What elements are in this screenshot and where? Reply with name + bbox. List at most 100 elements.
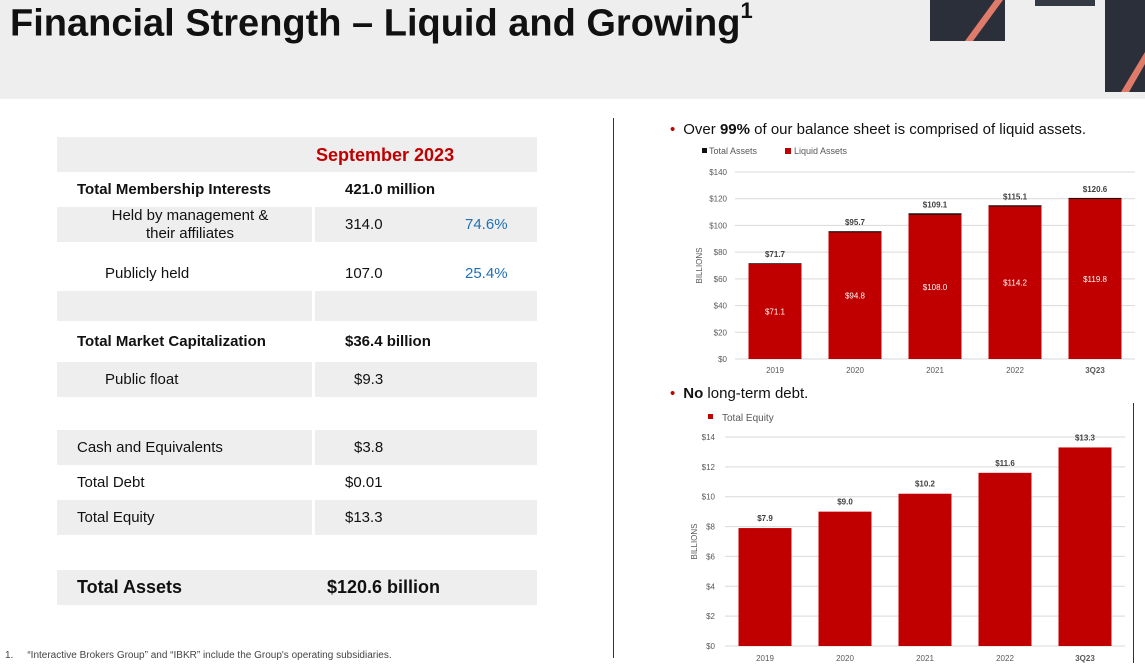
x-tick-label: 2021: [926, 366, 944, 375]
row-value: $36.4 billion: [345, 333, 431, 350]
y-tick-label: $8: [706, 523, 715, 532]
row-value: 421.0 million: [345, 181, 436, 198]
bar-total-equity: [898, 493, 952, 646]
legend-swatch-total-equity: [708, 414, 713, 419]
x-tick-label: 2020: [846, 366, 864, 375]
row-percent: 25.4%: [465, 265, 508, 282]
y-tick-label: $6: [706, 552, 715, 561]
y-tick-label: $80: [714, 248, 728, 257]
x-tick-label: 3Q23: [1085, 366, 1105, 375]
table-header: September 2023: [57, 137, 537, 172]
y-tick-label: $120: [709, 195, 727, 204]
row-value: $120.6 billion: [327, 577, 441, 597]
bar-liquid-assets: [1068, 198, 1122, 359]
table-spacer-row: [57, 291, 537, 321]
table-row: Public float $9.3: [57, 362, 537, 397]
data-label-liquid-assets: $114.2: [1003, 279, 1027, 288]
bar-total-equity: [818, 511, 872, 646]
data-label-total-assets: $71.7: [765, 250, 786, 259]
table-row: Held by management & their affiliates 31…: [57, 207, 537, 242]
y-tick-label: $40: [714, 302, 728, 311]
data-label-total-assets: $120.6: [1083, 185, 1108, 194]
legend-swatch-total-assets: [702, 148, 707, 153]
row-label: Total Debt: [77, 474, 145, 491]
legend-label-total-equity: Total Equity: [722, 413, 774, 424]
bar-total-equity: [738, 528, 792, 646]
y-axis-label: BILLIONS: [690, 523, 699, 559]
y-tick-label: $140: [709, 168, 727, 177]
row-label: Held by management & their affiliates: [105, 207, 315, 242]
bar-liquid-assets: [988, 206, 1042, 359]
row-label: Public float: [105, 371, 179, 388]
footnote: 1. “Interactive Brokers Group” and “IBKR”…: [5, 650, 392, 661]
table-header-date: September 2023: [316, 145, 455, 165]
row-value: $13.3: [345, 509, 383, 526]
legend-label-total-assets: Total Assets: [709, 146, 758, 156]
bullet-no-debt: • No long-term debt.: [670, 385, 809, 402]
y-tick-label: $0: [706, 642, 715, 651]
y-axis-label: BILLIONS: [695, 247, 704, 283]
legend-label-liquid-assets: Liquid Assets: [794, 146, 848, 156]
data-label-total-equity: $13.3: [1075, 433, 1096, 442]
held-label: Held by management & their affiliates: [111, 206, 269, 242]
y-tick-label: $2: [706, 612, 715, 621]
x-tick-label: 2021: [916, 654, 934, 663]
data-label-total-equity: $10.2: [915, 480, 936, 489]
bullet-dot-icon: •: [670, 385, 676, 402]
table-row: Total Debt $0.01: [57, 465, 537, 500]
row-value: 107.0: [345, 265, 383, 282]
bar-liquid-assets: [908, 214, 962, 359]
table-row: Total Membership Interests 421.0 million: [57, 172, 537, 207]
x-tick-label: 2022: [996, 654, 1014, 663]
y-tick-label: $20: [714, 328, 728, 337]
data-label-liquid-assets: $119.8: [1083, 275, 1107, 284]
decorative-graphic: [930, 0, 1145, 92]
row-label: Total Assets: [77, 577, 183, 597]
x-tick-label: 2020: [836, 654, 854, 663]
data-label-total-equity: $7.9: [757, 514, 773, 523]
row-value: $9.3: [354, 371, 384, 388]
table-row-total-assets: Total Assets $120.6 billion: [57, 570, 537, 605]
table-row: Cash and Equivalents $3.8: [57, 430, 537, 465]
bar-liquid-assets: [828, 232, 882, 359]
y-tick-label: $4: [706, 582, 715, 591]
bullet-liquid-assets: • Over 99% of our balance sheet is compri…: [670, 121, 1086, 138]
row-label: Total Market Capitalization: [77, 333, 266, 350]
data-label-liquid-assets: $108.0: [923, 283, 948, 292]
bar-liquid-assets: [748, 264, 802, 359]
y-tick-label: $60: [714, 275, 728, 284]
equity-chart: $0 $2 $4 $6 $8 $10 $12 $14 BILLIONS Total Equity $…: [690, 413, 1125, 663]
row-label: Total Equity: [77, 509, 155, 526]
row-label: Publicly held: [105, 265, 190, 282]
row-value: $0.01: [345, 474, 383, 491]
header-band: Financial Strength – Liquid and Growing1: [0, 0, 1145, 99]
bar-total-equity: [978, 472, 1032, 646]
assets-chart: $0 $20 $40 $60 $80 $100 $120 $140 BILLIONS Total …: [695, 146, 1135, 375]
row-value: $3.8: [354, 439, 384, 456]
data-label-total-assets: $95.7: [845, 218, 866, 227]
row-percent: 74.6%: [465, 216, 508, 233]
data-label-liquid-assets: $94.8: [845, 292, 866, 301]
y-tick-label: $12: [702, 463, 716, 472]
data-label-liquid-assets: $71.1: [765, 308, 786, 317]
title-footnote-marker: 1: [740, 0, 753, 23]
row-value: 314.0: [345, 216, 383, 233]
data-label-total-assets: $115.1: [1003, 192, 1028, 201]
x-tick-label: 2019: [756, 654, 774, 663]
row-label: Cash and Equivalents: [77, 439, 223, 456]
y-tick-label: $14: [702, 433, 716, 442]
page-title: Financial Strength – Liquid and Growing1: [10, 0, 753, 45]
divider: [1133, 403, 1134, 663]
y-tick-label: $10: [702, 493, 716, 502]
bullet-dot-icon: •: [670, 121, 676, 138]
bar-total-equity: [1058, 447, 1112, 646]
y-tick-label: $0: [718, 355, 727, 364]
data-label-total-equity: $11.6: [995, 459, 1015, 468]
x-tick-label: 2019: [766, 366, 784, 375]
table-row: Total Equity $13.3: [57, 500, 537, 535]
table-row: Publicly held 107.0 25.4%: [57, 256, 537, 291]
divider: [613, 118, 614, 658]
row-label: Total Membership Interests: [77, 181, 271, 198]
x-tick-label: 3Q23: [1075, 654, 1095, 663]
legend-swatch-liquid-assets: [785, 148, 791, 154]
